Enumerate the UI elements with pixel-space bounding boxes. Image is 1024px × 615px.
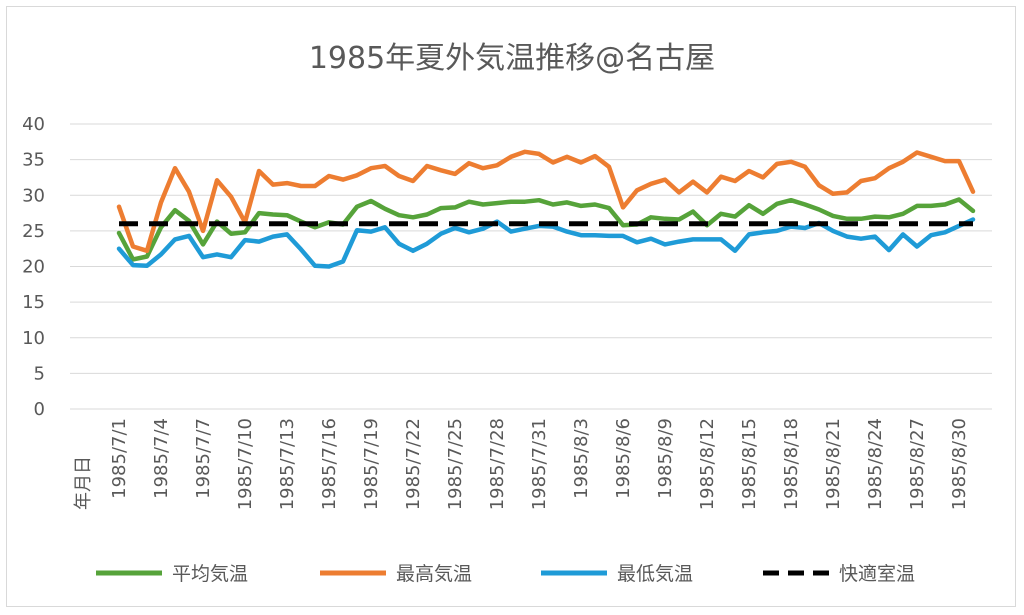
series-line-1 <box>116 197 976 262</box>
x-tick-label: 1985/8/30 <box>949 418 970 510</box>
x-tick-label: 1985/7/7 <box>193 418 214 499</box>
y-tick-label: 10 <box>22 328 45 349</box>
legend: 平均気温 最高気温 最低気温 快適室温 <box>96 563 915 585</box>
y-tick-label: 0 <box>34 399 45 420</box>
y-tick-label: 40 <box>22 114 45 135</box>
x-tick-label: 1985/8/21 <box>823 418 844 510</box>
x-axis-ticks: 1985/7/1 1985/7/4 1985/7/7 1985/7/10 1985/7/… <box>109 418 970 510</box>
y-axis-ticks: 0 5 10 15 20 25 30 35 40 <box>22 114 45 420</box>
series-lines <box>116 149 976 269</box>
y-tick-label: 35 <box>22 150 45 171</box>
x-tick-label: 1985/8/3 <box>571 418 592 499</box>
x-tick-label: 1985/7/10 <box>235 418 256 510</box>
series-line-2 <box>116 149 976 254</box>
x-tick-label: 1985/7/13 <box>277 418 298 510</box>
legend-label: 最低気温 <box>617 563 693 585</box>
x-axis-label: 年月日 <box>73 456 94 510</box>
x-tick-label: 1985/7/22 <box>403 418 424 510</box>
x-tick-label: 1985/7/25 <box>445 418 466 510</box>
gridlines <box>70 123 992 410</box>
x-tick-label: 1985/8/24 <box>865 418 886 510</box>
y-tick-label: 15 <box>22 292 45 313</box>
x-tick-label: 1985/7/16 <box>319 418 340 510</box>
chart-title: 1985年夏外気温推移@名古屋 <box>309 41 715 76</box>
legend-label: 平均気温 <box>172 563 248 585</box>
y-tick-label: 5 <box>34 363 45 384</box>
y-tick-label: 25 <box>22 221 45 242</box>
x-tick-label: 1985/8/15 <box>739 418 760 510</box>
legend-label: 快適室温 <box>839 563 915 585</box>
x-tick-label: 1985/7/31 <box>529 418 550 510</box>
legend-label: 最高気温 <box>396 563 472 585</box>
y-tick-label: 30 <box>22 185 45 206</box>
x-tick-label: 1985/8/18 <box>781 418 802 510</box>
x-tick-label: 1985/7/4 <box>151 418 172 499</box>
x-tick-label: 1985/8/27 <box>907 418 928 510</box>
x-tick-label: 1985/8/12 <box>697 418 718 510</box>
x-tick-label: 1985/7/28 <box>487 418 508 510</box>
x-tick-label: 1985/8/9 <box>655 418 676 499</box>
x-tick-label: 1985/7/1 <box>109 418 130 499</box>
x-tick-label: 1985/8/6 <box>613 418 634 499</box>
chart-frame <box>6 6 1016 607</box>
y-tick-label: 20 <box>22 257 45 278</box>
x-tick-label: 1985/7/19 <box>361 418 382 510</box>
